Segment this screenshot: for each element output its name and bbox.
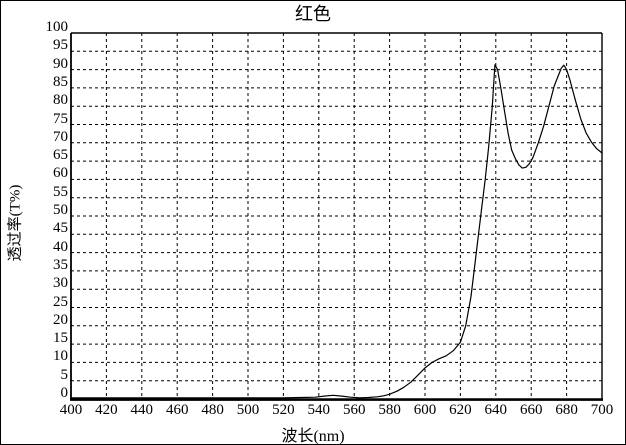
y-tick-label: 10: [53, 348, 68, 365]
x-tick-label: 440: [130, 402, 154, 418]
y-tick-label: 5: [60, 366, 69, 383]
x-tick-label: 640: [484, 402, 508, 418]
x-tick-label: 500: [236, 402, 260, 418]
y-tick-label: 45: [53, 220, 68, 237]
x-tick-label: 480: [201, 402, 224, 418]
x-tick-label: 540: [307, 402, 331, 418]
y-tick-label: 70: [53, 128, 68, 145]
y-tick-label: 95: [53, 37, 68, 54]
y-tick-label: 75: [53, 110, 68, 127]
y-tick-label: 100: [45, 19, 69, 35]
y-tick-label: 25: [53, 293, 68, 310]
chart-title: 红色: [295, 4, 331, 24]
y-tick-label: 40: [53, 238, 68, 255]
x-tick-label: 460: [165, 402, 189, 418]
y-tick-label: 55: [53, 183, 68, 200]
x-tick-label: 580: [378, 402, 401, 418]
y-tick-label: 80: [53, 92, 68, 109]
x-tick-label: 620: [449, 402, 472, 418]
x-axis-label: 波长(nm): [281, 428, 345, 445]
y-tick-label: 0: [60, 385, 69, 401]
y-tick-label: 65: [53, 147, 68, 164]
y-tick-label: 20: [53, 311, 68, 328]
x-tick-label: 560: [342, 402, 366, 418]
x-tick-label: 400: [59, 402, 83, 418]
x-tick-label: 600: [413, 402, 437, 418]
y-tick-label: 85: [53, 73, 68, 90]
y-tick-label: 35: [53, 256, 68, 273]
x-tick-label: 700: [590, 402, 614, 418]
x-tick-label: 680: [555, 402, 578, 418]
x-tick-label: 660: [519, 402, 543, 418]
y-tick-label: 60: [53, 165, 68, 182]
y-tick-label: 90: [53, 55, 68, 72]
x-tick-label: 520: [272, 402, 295, 418]
spectrum-curve: [70, 64, 603, 399]
y-tick-label: 30: [53, 275, 68, 292]
x-tick-label: 420: [95, 402, 118, 418]
y-tick-label: 50: [53, 202, 68, 218]
y-tick-label: 15: [53, 330, 68, 347]
